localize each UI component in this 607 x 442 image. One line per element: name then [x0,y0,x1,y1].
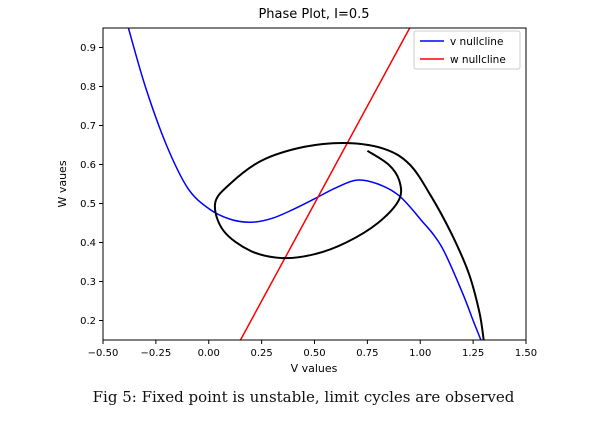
x-tick-label: 1.00 [409,348,431,359]
y-tick-label: 0.5 [80,199,96,210]
x-tick-label: 1.50 [515,348,537,359]
axis-ticks: −0.50 −0.25 0.00 0.25 0.50 0.75 1.00 1.25 1.50 0.… [80,43,537,359]
figure-caption: Fig 5: Fixed point is unstable, limit cy… [92,388,515,406]
plot-frame [102,27,527,341]
phase-plot-figure: Phase Plot, I=0.5 −0.50 −0.25 0.00 0.25 0.50… [56,7,537,375]
legend: v nullcline w nullcline [413,30,521,70]
y-tick-label: 0.2 [80,316,96,327]
trajectory-line [213,141,485,340]
x-tick-label: 0.00 [198,348,220,359]
legend-label-v-nullcline: v nullcline [450,36,503,48]
y-tick-label: 0.8 [80,82,96,93]
x-tick-label: −0.50 [88,348,119,359]
x-tick-label: 0.50 [303,348,325,359]
y-axis-label: W vaues [56,160,69,207]
x-tick-label: 1.25 [462,348,484,359]
x-tick-label: −0.25 [141,348,172,359]
plot-area [127,28,485,340]
v-nullcline-line [127,28,482,340]
y-tick-label: 0.7 [80,121,96,132]
x-tick-label: 0.75 [356,348,378,359]
legend-label-w-nullcline: w nullcline [450,54,506,66]
y-tick-label: 0.3 [80,277,96,288]
x-tick-label: 0.25 [250,348,272,359]
x-axis-label: V values [291,362,338,375]
w-nullcline-line [239,28,411,340]
y-tick-label: 0.6 [80,160,96,171]
chart-title: Phase Plot, I=0.5 [258,7,369,22]
y-tick-label: 0.9 [80,43,96,54]
y-tick-label: 0.4 [80,238,96,249]
